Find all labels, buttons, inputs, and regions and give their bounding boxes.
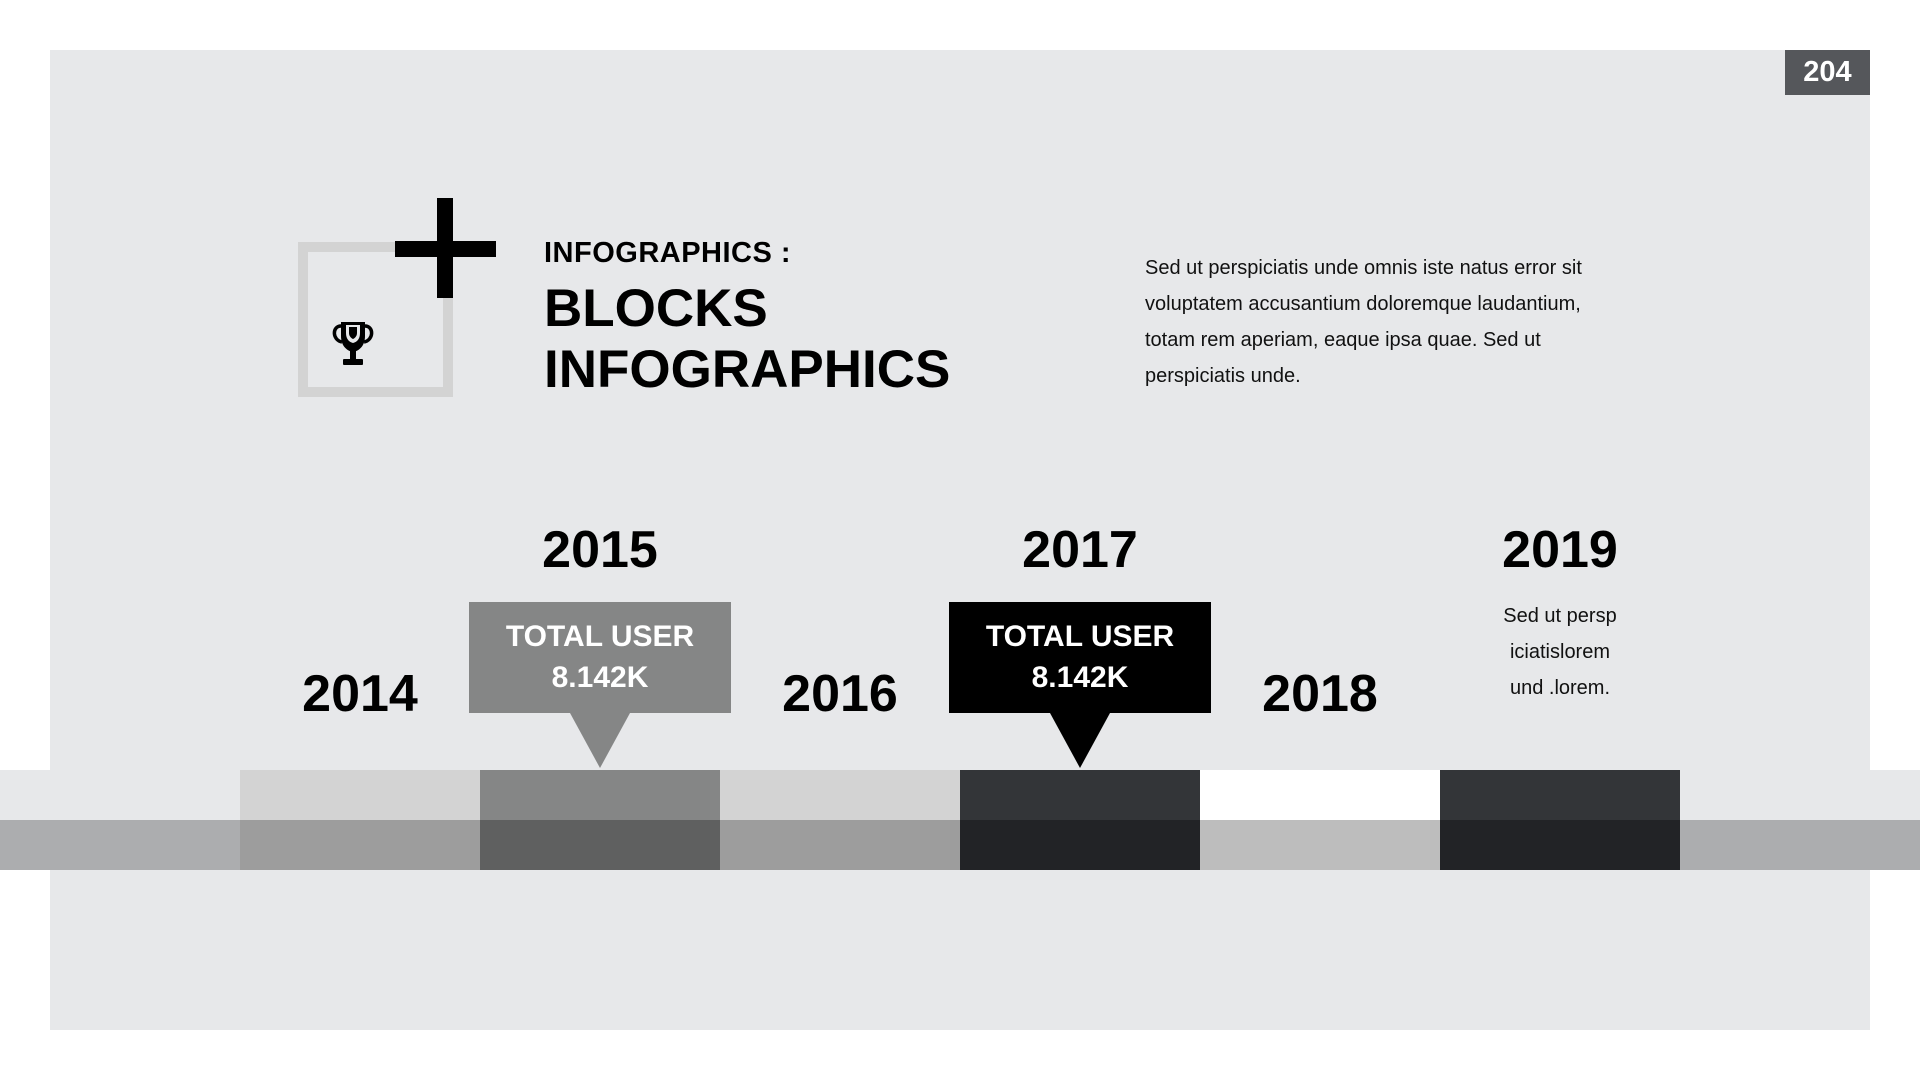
page-number: 204	[1785, 50, 1870, 95]
title-line-2: INFOGRAPHICS	[544, 340, 951, 399]
header-description: Sed ut perspiciatis unde omnis iste natu…	[1145, 257, 1582, 387]
note-line-1: Sed ut persp	[1503, 605, 1617, 627]
title-line-1: BLOCKS	[544, 279, 768, 338]
note-line-3: und .lorem.	[1509, 677, 1611, 699]
timeline-block-2016	[720, 770, 960, 870]
callout-pointer	[1050, 713, 1110, 768]
callout-2015: TOTAL USER 8.142K	[469, 602, 731, 768]
callout-2017: TOTAL USER 8.142K	[949, 602, 1211, 768]
year-label-2016: 2016	[782, 665, 898, 723]
year-label-2017: 2017	[1022, 521, 1138, 579]
year-label-2014: 2014	[302, 665, 418, 723]
callout-value: 8.142K	[1031, 661, 1129, 694]
plus-icon-horizontal	[395, 241, 496, 257]
year-label-2018: 2018	[1262, 665, 1378, 723]
timeline-block-2017	[960, 770, 1200, 870]
year-label-2015: 2015	[542, 521, 658, 579]
callout-label: TOTAL USER	[985, 620, 1175, 653]
callout-pointer	[570, 713, 630, 768]
callout-value: 8.142K	[551, 661, 649, 694]
page-title: BLOCKS INFOGRAPHICS	[544, 278, 1004, 400]
trophy-icon	[332, 322, 374, 365]
header-kicker: INFOGRAPHICS :	[544, 237, 792, 269]
note-2019: Sed ut persp iciatislorem und .lorem.	[1440, 598, 1680, 706]
icon-frame	[298, 242, 453, 397]
timeline-block-2019	[1440, 770, 1680, 870]
timeline-block-2014	[240, 770, 480, 870]
callout-label: TOTAL USER	[505, 620, 695, 653]
year-label-2019: 2019	[1502, 521, 1618, 579]
timeline-block-2015	[480, 770, 720, 870]
timeline-block-2018	[1200, 770, 1440, 870]
note-line-2: iciatislorem	[1509, 641, 1611, 663]
